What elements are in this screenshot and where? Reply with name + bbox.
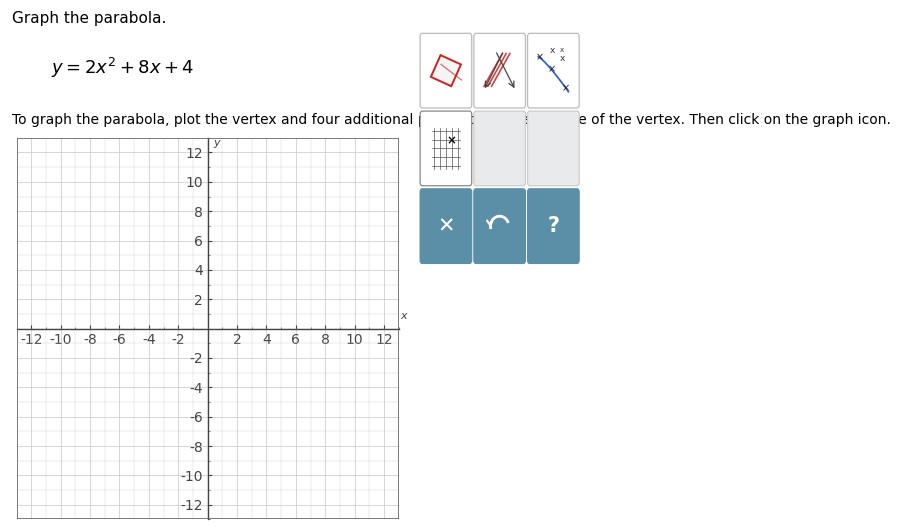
- Text: x: x: [550, 46, 555, 55]
- Text: x: x: [401, 311, 407, 321]
- Text: y: y: [213, 138, 219, 148]
- Text: ×: ×: [562, 83, 570, 93]
- Text: ?: ?: [547, 216, 559, 236]
- FancyBboxPatch shape: [474, 189, 526, 263]
- Text: ×: ×: [447, 134, 456, 147]
- FancyBboxPatch shape: [528, 189, 579, 263]
- FancyBboxPatch shape: [420, 189, 472, 263]
- FancyBboxPatch shape: [474, 111, 526, 186]
- Text: Graph the parabola.: Graph the parabola.: [12, 11, 167, 25]
- Text: x: x: [559, 54, 565, 63]
- Text: ×: ×: [547, 65, 555, 75]
- FancyBboxPatch shape: [528, 33, 579, 108]
- Text: To graph the parabola, plot the vertex and four additional points, two on each s: To graph the parabola, plot the vertex a…: [12, 113, 891, 127]
- FancyBboxPatch shape: [528, 111, 579, 186]
- FancyBboxPatch shape: [420, 33, 472, 108]
- Polygon shape: [431, 55, 461, 86]
- Text: ×: ×: [535, 52, 543, 63]
- Text: ✕: ✕: [437, 216, 455, 236]
- Text: x: x: [560, 48, 564, 54]
- Text: $y = 2x^{2} + 8x + 4$: $y = 2x^{2} + 8x + 4$: [51, 56, 194, 80]
- FancyBboxPatch shape: [474, 33, 526, 108]
- FancyBboxPatch shape: [420, 111, 472, 186]
